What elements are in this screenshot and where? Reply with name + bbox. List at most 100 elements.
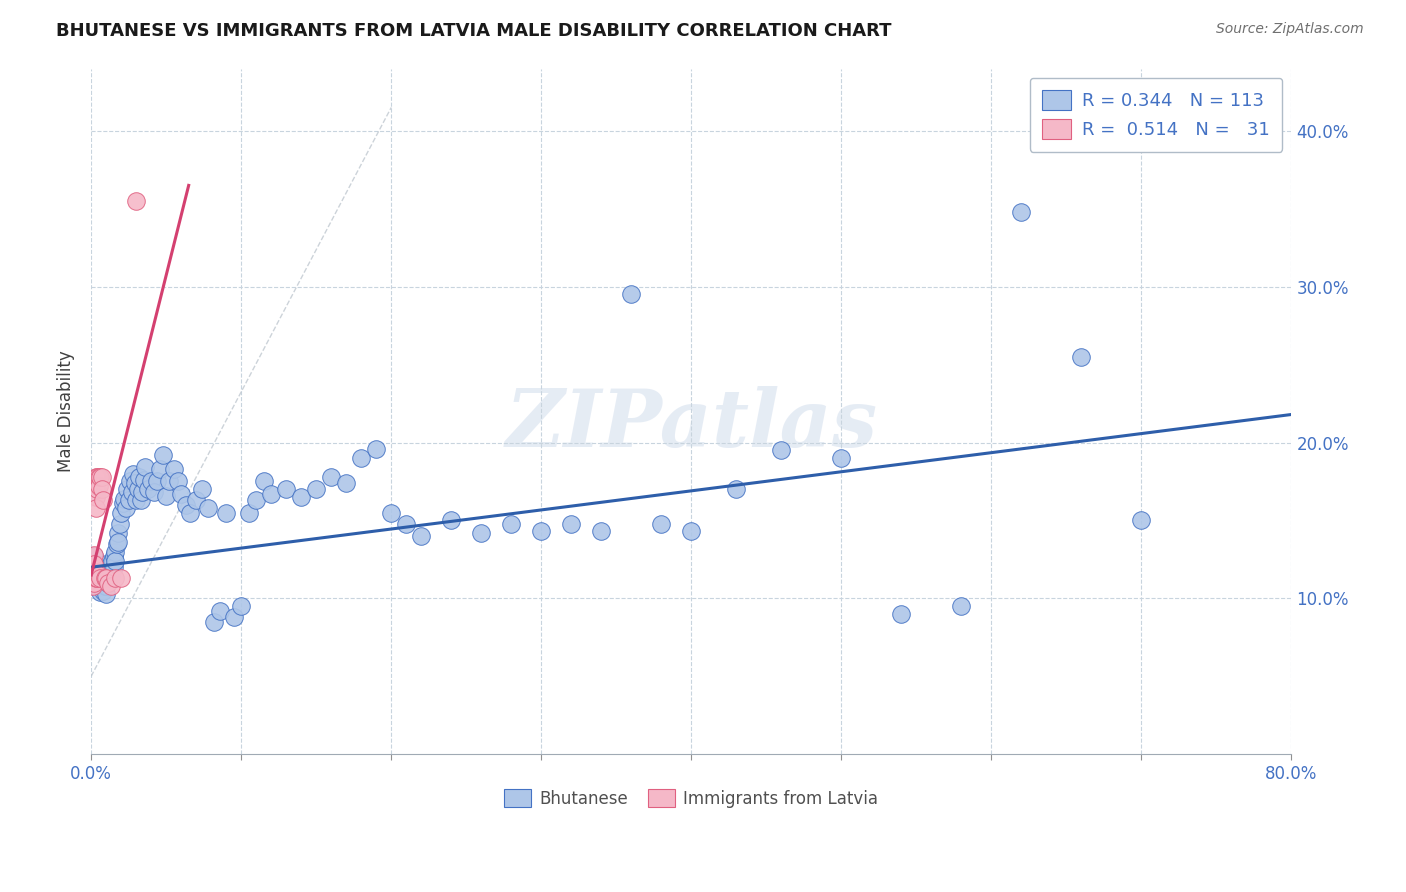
Point	[87, 470, 110, 484]
Point	[186, 493, 208, 508]
Point	[84, 568, 107, 582]
Point	[104, 544, 127, 558]
Point	[1070, 350, 1092, 364]
Point	[87, 560, 110, 574]
Point	[681, 524, 703, 539]
Point	[93, 571, 115, 585]
Point	[395, 516, 418, 531]
Point	[128, 470, 150, 484]
Point	[90, 579, 112, 593]
Point	[82, 565, 104, 579]
Point	[84, 557, 107, 571]
Point	[86, 483, 108, 497]
Point	[321, 470, 343, 484]
Point	[84, 571, 107, 585]
Point	[89, 575, 111, 590]
Point	[440, 513, 463, 527]
Point	[86, 573, 108, 587]
Point	[118, 493, 141, 508]
Point	[100, 558, 122, 573]
Point	[91, 583, 114, 598]
Point	[96, 557, 118, 571]
Point	[380, 506, 402, 520]
Point	[89, 565, 111, 579]
Point	[245, 493, 267, 508]
Point	[100, 568, 122, 582]
Legend: Bhutanese, Immigrants from Latvia: Bhutanese, Immigrants from Latvia	[498, 782, 884, 814]
Point	[141, 475, 163, 489]
Point	[1010, 205, 1032, 219]
Point	[87, 479, 110, 493]
Point	[191, 483, 214, 497]
Point	[93, 579, 115, 593]
Point	[120, 475, 142, 489]
Point	[84, 470, 107, 484]
Point	[890, 607, 912, 621]
Point	[83, 575, 105, 590]
Point	[132, 473, 155, 487]
Point	[101, 563, 124, 577]
Point	[620, 287, 643, 301]
Point	[125, 194, 148, 208]
Point	[103, 560, 125, 574]
Point	[197, 500, 219, 515]
Point	[770, 443, 793, 458]
Point	[89, 571, 111, 585]
Point	[96, 571, 118, 585]
Point	[107, 525, 129, 540]
Point	[411, 529, 433, 543]
Point	[82, 579, 104, 593]
Point	[84, 500, 107, 515]
Y-axis label: Male Disability: Male Disability	[58, 351, 75, 472]
Point	[121, 485, 143, 500]
Point	[530, 524, 553, 539]
Point	[501, 516, 523, 531]
Point	[125, 493, 148, 508]
Point	[89, 470, 111, 484]
Point	[83, 568, 105, 582]
Point	[96, 571, 118, 585]
Point	[90, 470, 112, 484]
Point	[96, 587, 118, 601]
Point	[90, 562, 112, 576]
Point	[89, 585, 111, 599]
Point	[127, 483, 149, 497]
Point	[157, 475, 180, 489]
Point	[143, 485, 166, 500]
Point	[86, 470, 108, 484]
Text: ZIPatlas: ZIPatlas	[505, 386, 877, 464]
Point	[179, 506, 201, 520]
Point	[290, 490, 312, 504]
Point	[131, 485, 153, 500]
Point	[215, 506, 238, 520]
Point	[114, 500, 136, 515]
Point	[91, 575, 114, 590]
Text: Source: ZipAtlas.com: Source: ZipAtlas.com	[1216, 22, 1364, 37]
Point	[96, 579, 118, 593]
Text: BHUTANESE VS IMMIGRANTS FROM LATVIA MALE DISABILITY CORRELATION CHART: BHUTANESE VS IMMIGRANTS FROM LATVIA MALE…	[56, 22, 891, 40]
Point	[86, 579, 108, 593]
Point	[103, 549, 125, 564]
Point	[163, 462, 186, 476]
Point	[87, 568, 110, 582]
Point	[152, 448, 174, 462]
Point	[82, 571, 104, 585]
Point	[950, 599, 973, 614]
Point	[155, 489, 177, 503]
Point	[174, 498, 197, 512]
Point	[87, 581, 110, 595]
Point	[560, 516, 582, 531]
Point	[97, 560, 120, 574]
Point	[591, 524, 613, 539]
Point	[84, 490, 107, 504]
Point	[725, 483, 748, 497]
Point	[91, 558, 114, 573]
Point	[91, 493, 114, 508]
Point	[134, 460, 156, 475]
Point	[111, 496, 134, 510]
Point	[108, 516, 131, 531]
Point	[83, 548, 105, 562]
Point	[115, 483, 138, 497]
Point	[83, 549, 105, 564]
Point	[122, 467, 145, 481]
